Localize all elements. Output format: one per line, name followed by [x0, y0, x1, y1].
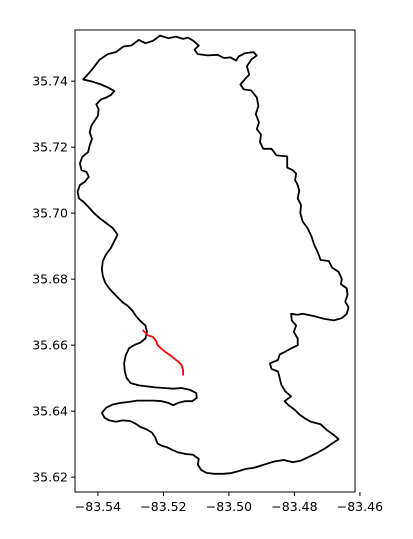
x-tick-label: −83.52: [140, 499, 186, 514]
y-tick-label: 35.70: [32, 206, 68, 221]
axes-frame: [74, 29, 356, 493]
map-lines: [76, 34, 350, 475]
route-line: [142, 329, 185, 376]
y-tick-label: 35.66: [32, 338, 68, 353]
y-axis-ticks: 35.62 35.64 35.66 35.68 35.70 35.72 35.74: [32, 74, 75, 485]
y-tick-label: 35.62: [32, 470, 68, 485]
y-tick-label: 35.74: [32, 74, 68, 89]
x-tick-label: −83.48: [271, 499, 317, 514]
x-tick-label: −83.54: [75, 499, 121, 514]
boundary-outline: [76, 34, 350, 475]
y-tick-label: 35.64: [32, 404, 68, 419]
y-tick-label: 35.68: [32, 272, 68, 287]
x-tick-label: −83.46: [337, 499, 383, 514]
y-tick-label: 35.72: [32, 140, 68, 155]
x-tick-label: −83.50: [206, 499, 252, 514]
x-axis-ticks: −83.54 −83.52 −83.50 −83.48 −83.46: [75, 492, 383, 514]
